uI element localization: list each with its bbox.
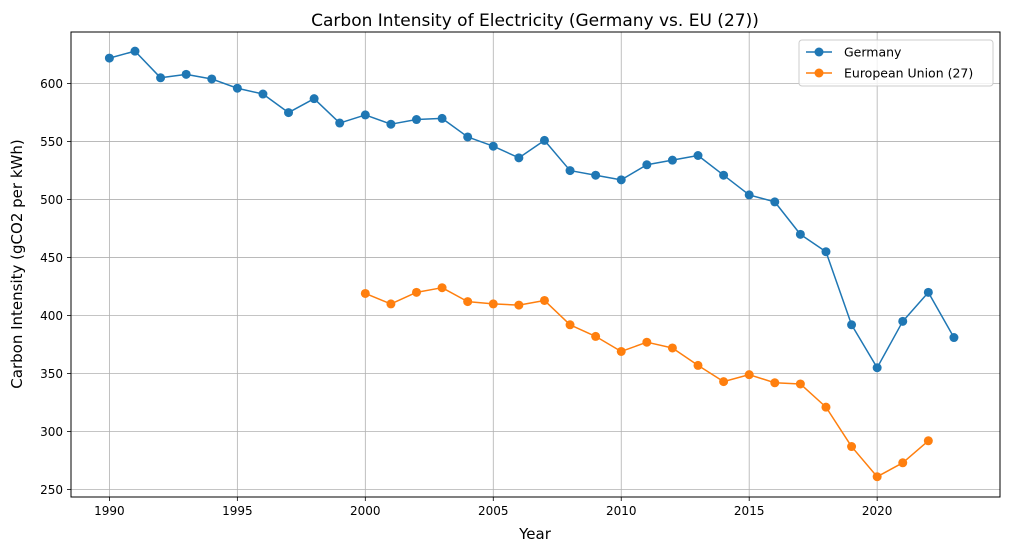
x-tick-label: 2005: [478, 504, 509, 518]
legend-label-germany: Germany: [844, 45, 902, 60]
x-tick-label: 1995: [222, 504, 253, 518]
data-point-germany: [744, 190, 754, 200]
x-tick-label: 2015: [734, 504, 765, 518]
data-point-germany: [872, 363, 882, 373]
plot-frame: [70, 31, 1001, 498]
data-point-germany: [693, 150, 703, 160]
y-tick-label: 450: [40, 251, 63, 265]
data-point-germany: [770, 197, 780, 207]
x-axis-label: Year: [518, 525, 552, 543]
y-tick-label: 300: [40, 425, 63, 439]
data-point-eu27: [437, 283, 447, 293]
data-point-eu27: [923, 436, 933, 446]
data-point-eu27: [565, 320, 575, 330]
data-point-eu27: [411, 287, 421, 297]
data-point-germany: [309, 94, 319, 104]
grid-lines: [71, 32, 1000, 497]
y-tick-label: 400: [40, 309, 63, 323]
data-point-eu27: [667, 343, 677, 353]
data-point-germany: [923, 287, 933, 297]
data-point-germany: [795, 229, 805, 239]
data-point-germany: [386, 119, 396, 129]
x-tick-label: 1990: [94, 504, 125, 518]
data-point-germany: [591, 170, 601, 180]
data-point-eu27: [898, 458, 908, 468]
data-point-germany: [284, 108, 294, 118]
data-point-eu27: [821, 402, 831, 412]
data-point-eu27: [539, 295, 549, 305]
data-point-germany: [565, 166, 575, 176]
data-point-eu27: [514, 300, 524, 310]
data-point-germany: [616, 175, 626, 185]
data-point-eu27: [488, 299, 498, 309]
x-tick-label: 2000: [350, 504, 381, 518]
data-point-germany: [411, 115, 421, 125]
data-point-germany: [181, 69, 191, 79]
data-point-germany: [104, 53, 114, 63]
data-point-eu27: [642, 337, 652, 347]
data-point-germany: [488, 141, 498, 151]
data-point-germany: [156, 73, 166, 83]
data-point-eu27: [847, 442, 857, 452]
y-axis-ticks: 250 300 350 400 450 500 550 600: [40, 77, 71, 497]
data-point-germany: [667, 155, 677, 165]
data-point-germany: [514, 153, 524, 163]
x-tick-label: 2020: [862, 504, 893, 518]
y-tick-label: 350: [40, 367, 63, 381]
series-layer: [104, 46, 959, 482]
data-point-eu27: [719, 377, 729, 387]
data-point-germany: [463, 132, 473, 142]
data-point-eu27: [463, 297, 473, 307]
y-tick-label: 600: [40, 77, 63, 91]
y-tick-label: 250: [40, 483, 63, 497]
data-point-eu27: [693, 360, 703, 370]
series-germany: [104, 46, 959, 373]
data-point-germany: [847, 320, 857, 330]
data-point-germany: [719, 170, 729, 180]
data-point-germany: [258, 89, 268, 99]
legend-marker-germany: [814, 47, 824, 57]
data-point-eu27: [770, 378, 780, 388]
data-point-germany: [232, 83, 242, 93]
data-point-eu27: [616, 346, 626, 356]
data-point-germany: [360, 110, 370, 120]
x-tick-label: 2010: [606, 504, 637, 518]
y-tick-label: 500: [40, 193, 63, 207]
x-axis-ticks: 1990 1995 2000 2005 2010 2015 2020: [94, 497, 892, 518]
data-point-eu27: [591, 331, 601, 341]
data-point-germany: [207, 74, 217, 84]
data-point-germany: [539, 135, 549, 145]
data-point-eu27: [360, 288, 370, 298]
legend-label-eu27: European Union (27): [844, 66, 973, 81]
data-point-germany: [335, 118, 345, 128]
data-point-eu27: [744, 370, 754, 380]
y-tick-label: 550: [40, 135, 63, 149]
legend-marker-eu27: [814, 68, 824, 78]
data-point-eu27: [872, 472, 882, 482]
chart-title: Carbon Intensity of Electricity (Germany…: [311, 11, 759, 31]
series-eu27: [360, 283, 933, 482]
data-point-germany: [642, 160, 652, 170]
data-point-eu27: [795, 379, 805, 389]
series-line-eu27: [365, 286, 929, 478]
legend: Germany European Union (27): [798, 39, 994, 87]
legend-box: [798, 39, 994, 87]
y-axis-label: Carbon Intensity (gCO2 per kWh): [8, 139, 26, 388]
data-point-germany: [898, 316, 908, 326]
series-line-germany: [109, 50, 955, 369]
data-point-germany: [949, 333, 959, 343]
data-point-eu27: [386, 299, 396, 309]
data-point-germany: [130, 46, 140, 56]
data-point-germany: [821, 247, 831, 257]
data-point-germany: [437, 113, 447, 123]
